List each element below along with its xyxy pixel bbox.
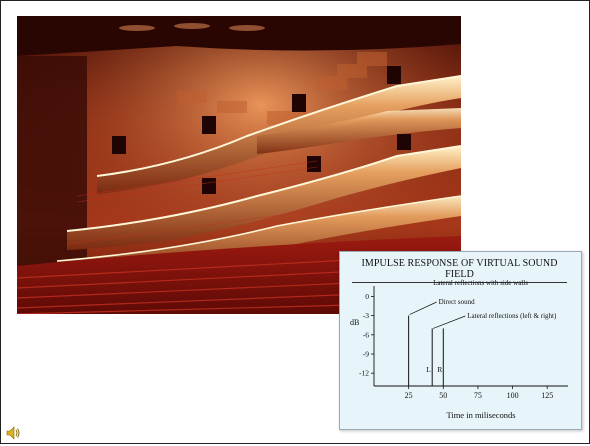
y-axis-label: dB [350, 318, 359, 327]
x-tick-label: 125 [541, 391, 553, 400]
annotation-lateral-reflections: Lateral reflections (left & right) [467, 312, 557, 320]
chart-plot: 0 -3 -6 -9 -12 25 50 75 100 125 dB Time in miliseco… [350, 286, 568, 420]
annotation-channel-label: R [437, 365, 442, 374]
y-tick-label: -3 [363, 311, 369, 320]
annotation-leader [409, 301, 437, 315]
x-axis-label: Time in miliseconds [446, 410, 515, 420]
annotation-channel-label: L [426, 365, 431, 374]
impulse-response-chart: IMPULSE RESPONSE OF VIRTUAL SOUND FIELD … [339, 251, 582, 430]
y-tick-label: 0 [365, 292, 369, 301]
chart-title: IMPULSE RESPONSE OF VIRTUAL SOUND FIELD [352, 258, 567, 283]
chart-subtitle: Lateral reflections with side walls [433, 279, 528, 287]
x-tick-label: 25 [405, 391, 413, 400]
x-tick-label: 100 [507, 391, 519, 400]
annotation-leader [433, 315, 466, 329]
speaker-icon[interactable] [5, 425, 21, 441]
x-tick-label: 50 [439, 391, 447, 400]
y-tick-label: -12 [359, 369, 369, 378]
y-tick-label: -9 [363, 350, 369, 359]
annotation-direct-sound: Direct sound [439, 298, 475, 306]
x-tick-label: 75 [474, 391, 482, 400]
y-tick-label: -6 [363, 330, 369, 339]
